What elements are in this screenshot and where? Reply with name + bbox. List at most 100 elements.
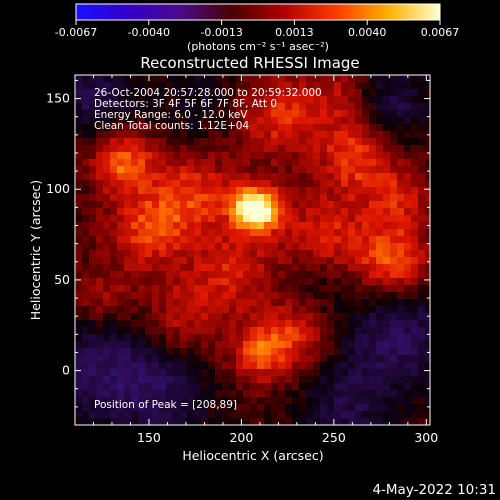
heatmap-cell [131, 222, 139, 230]
heatmap-cell [334, 348, 342, 356]
heatmap-cell [418, 292, 426, 300]
heatmap-cell [383, 201, 391, 209]
heatmap-cell [131, 145, 139, 153]
heatmap-cell [159, 334, 167, 342]
heatmap-cell [96, 166, 104, 174]
heatmap-cell [355, 145, 363, 153]
heatmap-cell [236, 124, 244, 132]
heatmap-cell [145, 215, 153, 223]
heatmap-cell [313, 341, 321, 349]
heatmap-cell [152, 201, 160, 209]
heatmap-cell [75, 376, 83, 384]
heatmap-cell [334, 159, 342, 167]
heatmap-cell [152, 306, 160, 314]
heatmap-cell [152, 362, 160, 370]
heatmap-cell [180, 180, 188, 188]
heatmap-cell [208, 110, 216, 118]
heatmap-cell [264, 166, 272, 174]
heatmap-cell [264, 145, 272, 153]
heatmap-cell [159, 362, 167, 370]
heatmap-cell [425, 348, 431, 356]
heatmap-cell [187, 208, 195, 216]
heatmap-cell [82, 208, 90, 216]
heatmap-cell [82, 362, 90, 370]
heatmap-cell [320, 110, 328, 118]
heatmap-cell [264, 180, 272, 188]
heatmap-cell [96, 243, 104, 251]
heatmap-cell [208, 313, 216, 321]
heatmap-cell [243, 418, 251, 426]
heatmap-cell [376, 306, 384, 314]
heatmap-cell [166, 96, 174, 104]
heatmap-cell [194, 411, 202, 419]
heatmap-cell [376, 376, 384, 384]
heatmap-cell [306, 110, 314, 118]
heatmap-cell [376, 152, 384, 160]
heatmap-cell [96, 236, 104, 244]
heatmap-cell [362, 292, 370, 300]
heatmap-cell [264, 187, 272, 195]
heatmap-cell [89, 173, 97, 181]
heatmap-cell [124, 124, 132, 132]
heatmap-cell [425, 145, 431, 153]
heatmap-cell [180, 278, 188, 286]
heatmap-cell [110, 411, 118, 419]
heatmap-cell [264, 376, 272, 384]
heatmap-cell [138, 82, 146, 90]
heatmap-cell [334, 131, 342, 139]
heatmap-cell [348, 194, 356, 202]
heatmap-cell [166, 306, 174, 314]
heatmap-cell [411, 278, 419, 286]
heatmap-cell [236, 159, 244, 167]
heatmap-cell [285, 257, 293, 265]
heatmap-cell [138, 264, 146, 272]
heatmap-cell [103, 334, 111, 342]
heatmap-cell [390, 124, 398, 132]
heatmap-cell [152, 131, 160, 139]
heatmap-cell [75, 320, 83, 328]
heatmap-cell [348, 243, 356, 251]
heatmap-cell [320, 229, 328, 237]
heatmap-cell [334, 397, 342, 405]
heatmap-cell [299, 250, 307, 258]
heatmap-cell [103, 82, 111, 90]
heatmap-cell [306, 180, 314, 188]
heatmap-cell [383, 103, 391, 111]
heatmap-cell [334, 110, 342, 118]
heatmap-cell [110, 89, 118, 97]
heatmap-cell [82, 404, 90, 412]
heatmap-cell [229, 187, 237, 195]
heatmap-cell [138, 145, 146, 153]
heatmap-cell [292, 173, 300, 181]
heatmap-cell [292, 243, 300, 251]
heatmap-cell [110, 376, 118, 384]
heatmap-cell [390, 194, 398, 202]
heatmap-cell [131, 271, 139, 279]
heatmap-cell [131, 124, 139, 132]
heatmap-cell [89, 96, 97, 104]
heatmap-cell [236, 369, 244, 377]
heatmap-cell [327, 341, 335, 349]
heatmap-cell [355, 222, 363, 230]
heatmap-cell [264, 82, 272, 90]
heatmap-cell [250, 236, 258, 244]
heatmap-cell [103, 390, 111, 398]
heatmap-cell [271, 75, 279, 83]
heatmap-cell [194, 292, 202, 300]
heatmap-cell [194, 117, 202, 125]
heatmap-cell [250, 75, 258, 83]
heatmap-cell [215, 404, 223, 412]
heatmap-cell [257, 313, 265, 321]
heatmap-cell [348, 152, 356, 160]
heatmap-cell [271, 194, 279, 202]
heatmap-cell [152, 320, 160, 328]
heatmap-cell [397, 320, 405, 328]
heatmap-cell [75, 131, 83, 139]
heatmap-cell [306, 250, 314, 258]
heatmap-cell [96, 159, 104, 167]
heatmap-cell [355, 159, 363, 167]
heatmap-cell [124, 306, 132, 314]
heatmap-cell [264, 138, 272, 146]
colorbar-tick-label: 0.0067 [421, 26, 460, 39]
heatmap-cell [257, 187, 265, 195]
